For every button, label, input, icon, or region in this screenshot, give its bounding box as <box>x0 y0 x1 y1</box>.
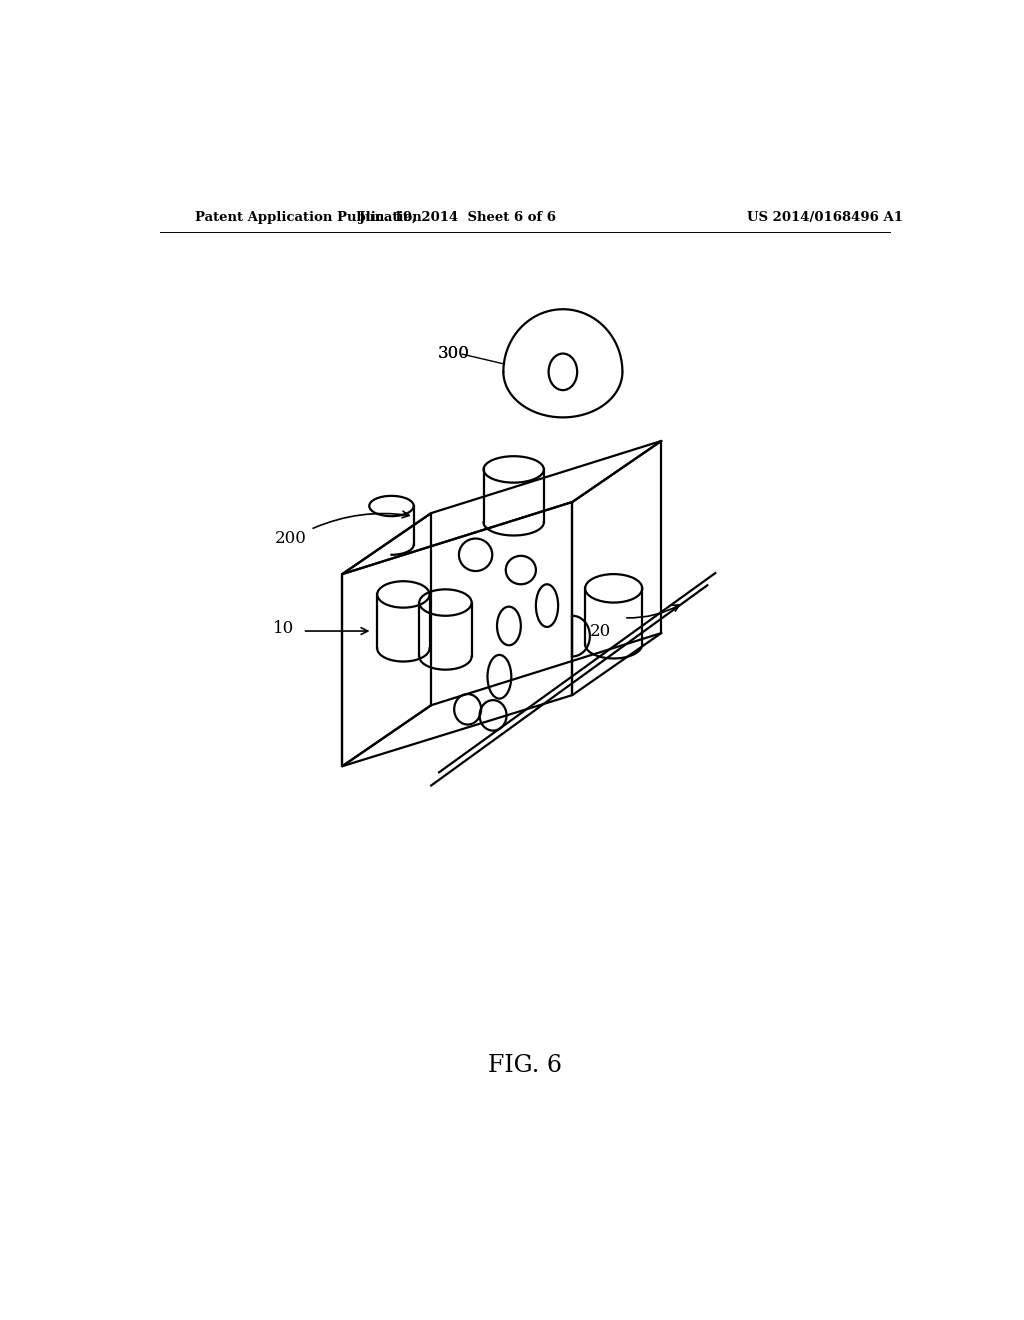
Text: 300: 300 <box>437 345 469 362</box>
Text: 200: 200 <box>274 531 307 546</box>
Text: 10: 10 <box>273 620 295 638</box>
Text: FIG. 6: FIG. 6 <box>487 1053 562 1077</box>
Text: 300: 300 <box>437 345 469 362</box>
Text: Jun. 19, 2014  Sheet 6 of 6: Jun. 19, 2014 Sheet 6 of 6 <box>358 211 556 224</box>
Text: US 2014/0168496 A1: US 2014/0168496 A1 <box>748 211 903 224</box>
Text: Patent Application Publication: Patent Application Publication <box>196 211 422 224</box>
Text: 20: 20 <box>590 623 611 639</box>
